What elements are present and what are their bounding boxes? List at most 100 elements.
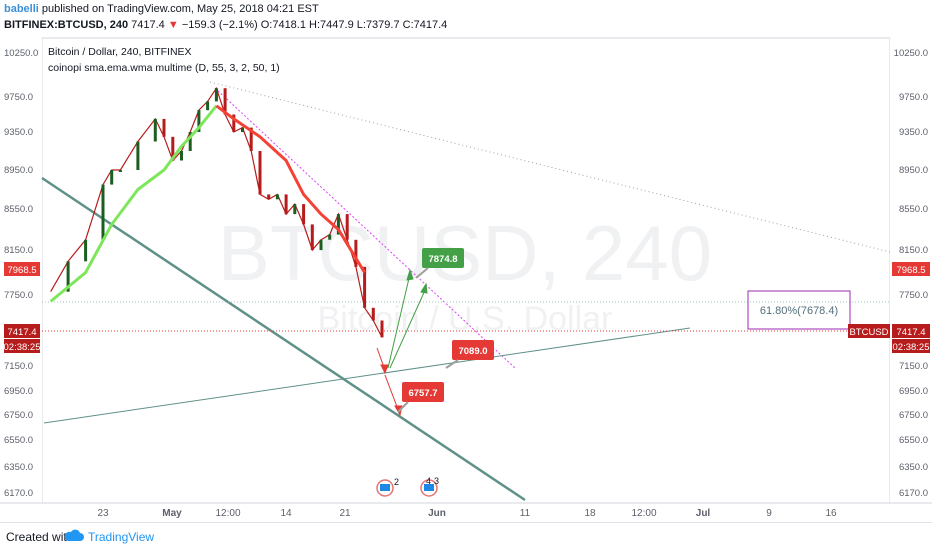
candle xyxy=(101,184,105,240)
candle xyxy=(223,88,227,115)
price-tick-label: 9350.0 xyxy=(4,127,33,138)
candle xyxy=(275,194,279,200)
candle xyxy=(249,127,253,151)
rising-trendline[interactable] xyxy=(43,327,691,424)
symbol-label: BITFINEX:BTCUSD, 240 xyxy=(4,19,129,31)
upper-trendline[interactable] xyxy=(209,81,891,253)
candle xyxy=(336,214,340,235)
candle xyxy=(197,110,201,132)
candle xyxy=(171,136,175,161)
price-tick-label: 7750.0 xyxy=(899,290,928,301)
price-tick-label: 9350.0 xyxy=(899,127,928,138)
right-price-badge: 7417.4 xyxy=(892,324,930,338)
candle xyxy=(241,127,244,132)
price-chart[interactable]: 23 May 12:00 14 21 Jun 11 18 12:00 Jul 9 16 10250.0… xyxy=(0,0,932,522)
svg-text:4: 4 xyxy=(426,476,431,486)
candle xyxy=(258,151,262,195)
candle xyxy=(118,170,122,172)
legend-indicator: coinopi sma.ema.wma multime (D, 55, 3, 2… xyxy=(48,62,280,74)
close-value: C:7417.4 xyxy=(402,19,448,31)
price-tick-label: 9750.0 xyxy=(899,92,928,103)
tradingview-brand-link[interactable]: TradingView xyxy=(88,530,155,544)
price-tick-label: 10250.0 xyxy=(894,48,928,59)
descending-resistance-line[interactable] xyxy=(214,87,516,369)
time-tick-label: 18 xyxy=(584,508,596,519)
time-tick-label: 12:00 xyxy=(631,508,656,519)
candle xyxy=(232,114,236,132)
candle xyxy=(188,132,192,151)
down-arrow-icon: ▼ xyxy=(167,19,179,31)
high-value: H:7447.9 xyxy=(309,19,354,31)
chart-pane[interactable] xyxy=(41,37,891,504)
candle xyxy=(328,234,332,240)
last-price: 7417.4 xyxy=(131,19,165,31)
indicator-green-line[interactable] xyxy=(49,104,218,303)
time-axis[interactable]: 23 May 12:00 14 21 Jun 11 18 12:00 Jul 9 16 xyxy=(97,508,837,519)
price-tick-label: 6550.0 xyxy=(899,435,928,446)
price-tick-label: 8150.0 xyxy=(899,245,928,256)
price-tick-label: 9750.0 xyxy=(4,92,33,103)
candle xyxy=(345,214,349,240)
candle xyxy=(84,239,88,262)
target-up-label: 7874.8 xyxy=(428,254,457,265)
left-high-badge: 7968.5 xyxy=(4,262,40,276)
candle xyxy=(319,239,323,251)
open-value: O:7418.1 xyxy=(260,19,306,31)
economic-event-icon-group[interactable]: 4 3 xyxy=(420,476,439,497)
price-axis-labels: 10250.0 10250.0 9750.0 9750.0 9350.0 9350.0 89… xyxy=(4,48,928,499)
price-tick-label: 6170.0 xyxy=(899,488,928,499)
price-tick-label: 6750.0 xyxy=(899,410,928,421)
price-tick-label: 6550.0 xyxy=(4,435,33,446)
indicator-red-line[interactable] xyxy=(215,104,366,274)
candle xyxy=(284,194,288,215)
svg-text:7968.5: 7968.5 xyxy=(896,265,925,276)
price-tick-label: 6350.0 xyxy=(4,462,33,473)
price-tick-label: 10250.0 xyxy=(4,48,38,59)
price-change: −159.3 (−2.1%) xyxy=(181,19,258,31)
target-up-callout[interactable]: 7874.8 xyxy=(415,248,464,279)
candle xyxy=(354,239,358,267)
footer: Created with TradingView xyxy=(0,522,932,551)
candle xyxy=(214,88,218,102)
candle xyxy=(371,307,375,321)
price-tick-label: 8950.0 xyxy=(899,165,928,176)
economic-event-icon[interactable]: 2 xyxy=(376,477,399,497)
left-countdown-badge: 02:38:25 xyxy=(4,339,40,353)
candle xyxy=(267,194,271,200)
price-tick-label: 8550.0 xyxy=(4,204,33,215)
right-countdown-badge: 02:38:25 xyxy=(892,339,930,353)
target-down-callout[interactable]: 6757.7 xyxy=(397,382,444,413)
svg-text:3: 3 xyxy=(434,476,439,486)
time-tick-label: 21 xyxy=(339,508,351,519)
price-tick-label: 6350.0 xyxy=(899,462,928,473)
tradingview-cloud-icon xyxy=(64,529,84,541)
price-tick-label: 6950.0 xyxy=(899,386,928,397)
watermark-symbol: BTCUSD, 240 xyxy=(218,209,712,297)
time-tick-label: Jun xyxy=(428,508,446,519)
candle xyxy=(310,224,314,250)
fib-box[interactable] xyxy=(747,290,851,330)
svg-text:02:38:25: 02:38:25 xyxy=(893,342,930,353)
price-tick-label: 8150.0 xyxy=(4,245,33,256)
price-tick-label: 8550.0 xyxy=(899,204,928,215)
low-value: L:7379.7 xyxy=(356,19,400,31)
watermark-name: Bitcoin / U.S. Dollar xyxy=(318,300,613,338)
price-tick-label: 6170.0 xyxy=(4,488,33,499)
candle xyxy=(293,204,297,215)
time-tick-label: 16 xyxy=(825,508,837,519)
target-down-label: 6757.7 xyxy=(408,388,437,399)
publish-line: babelli published on TradingView.com, Ma… xyxy=(4,3,319,15)
created-with-text: Created with xyxy=(6,530,74,544)
candle xyxy=(206,101,210,111)
username-link[interactable]: babelli xyxy=(4,3,39,15)
candle xyxy=(363,266,367,308)
svg-text:7417.4: 7417.4 xyxy=(896,327,925,338)
price-tick-label: 7150.0 xyxy=(899,361,928,372)
target-mid-callout[interactable]: 7089.0 xyxy=(445,340,494,369)
candle-bars xyxy=(66,88,384,338)
svg-text:7417.4: 7417.4 xyxy=(7,327,36,338)
descending-support-line[interactable] xyxy=(41,176,526,502)
candle xyxy=(302,204,306,225)
time-tick-label: 14 xyxy=(280,508,292,519)
time-tick-label: 11 xyxy=(520,508,531,519)
